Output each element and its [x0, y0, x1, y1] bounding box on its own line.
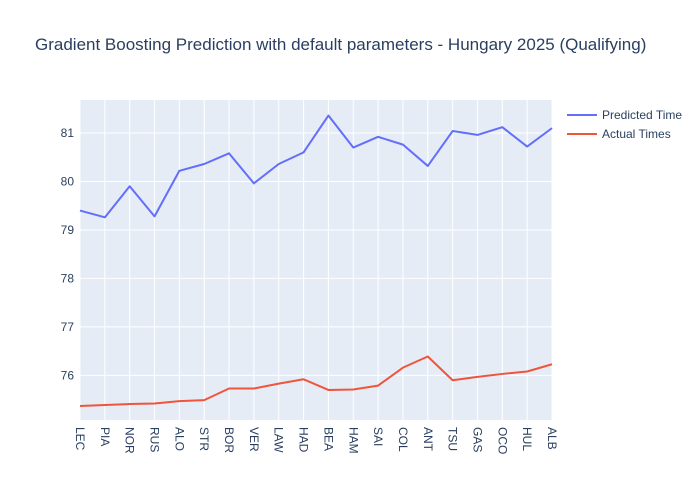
- plot-area: [80, 100, 552, 420]
- x-tick-label: ALO: [172, 427, 186, 451]
- x-tick-label: HUL: [520, 427, 534, 451]
- x-tick-label: COL: [396, 427, 410, 452]
- x-tick-label: HAD: [297, 427, 311, 453]
- y-tick-label: 77: [61, 320, 75, 334]
- series-line-0: [79, 114, 553, 219]
- legend-label: Actual Times: [602, 127, 671, 141]
- legend-item-0[interactable]: Predicted Time: [567, 108, 682, 122]
- x-tick-label: BEA: [321, 427, 335, 451]
- x-axis-ticks: LEC PIA NOR RUS ALO STR BOR VER LAW HAD BEA HAM SAI C…: [73, 427, 559, 454]
- x-tick-label: STR: [197, 427, 211, 451]
- x-tick-label: LEC: [73, 427, 87, 451]
- x-tick-label: TSU: [446, 427, 460, 451]
- legend-item-1[interactable]: Actual Times: [567, 127, 671, 141]
- x-tick-label: HAM: [346, 427, 360, 454]
- x-tick-label: BOR: [222, 427, 236, 453]
- x-tick-label: SAI: [371, 427, 385, 446]
- chart-title: Gradient Boosting Prediction with defaul…: [35, 35, 646, 54]
- x-tick-label: PIA: [98, 427, 112, 446]
- legend-label: Predicted Time: [602, 108, 682, 122]
- series-lines: [79, 114, 553, 407]
- x-tick-label: ANT: [421, 427, 435, 452]
- series-line-1: [79, 355, 553, 407]
- y-tick-label: 78: [61, 271, 75, 285]
- y-axis-ticks: 76 77 78 79 80 81: [61, 126, 75, 382]
- x-tick-label: NOR: [123, 427, 137, 454]
- x-tick-label: RUS: [148, 427, 162, 452]
- y-tick-label: 80: [61, 174, 75, 188]
- y-tick-label: 76: [61, 368, 75, 382]
- y-tick-label: 79: [61, 223, 75, 237]
- y-tick-label: 81: [61, 126, 75, 140]
- legend[interactable]: Predicted Time Actual Times: [567, 108, 682, 141]
- x-tick-label: LAW: [272, 427, 286, 453]
- x-tick-label: VER: [247, 427, 261, 452]
- x-tick-label: OCO: [495, 427, 509, 454]
- x-tick-label: ALB: [545, 427, 559, 450]
- x-tick-label: GAS: [470, 427, 484, 452]
